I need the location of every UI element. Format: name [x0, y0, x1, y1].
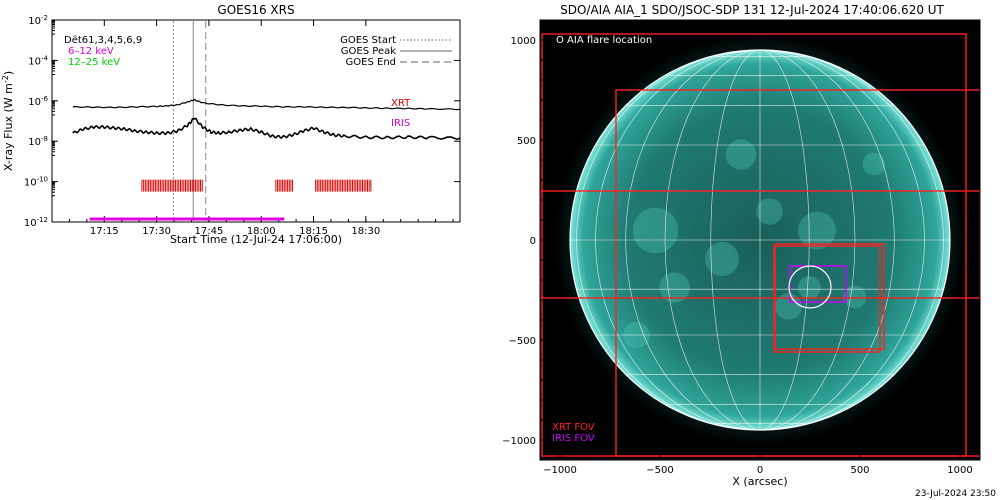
- goes-legend-right: GOES Start GOES Peak GOES End: [340, 35, 452, 68]
- aia-x-tick-label: −1000: [543, 465, 577, 476]
- goes-x-axis-label: Start Time (12-Jul-24 17:06:00): [170, 233, 342, 246]
- solar-limb: [569, 49, 951, 431]
- goes-y-tick-label: 10-12: [24, 216, 48, 229]
- aia-y-tick-label: 0: [530, 236, 536, 247]
- goes-y-tick-exponent: -6: [41, 95, 49, 103]
- goes-y-tick-base: 10: [24, 178, 37, 189]
- aia-x-tick-label: 0: [757, 465, 763, 476]
- longitude-line: [759, 49, 856, 431]
- goes-y-tick-base: 10: [24, 218, 37, 229]
- longitude-line: [759, 49, 895, 431]
- heliographic-grid: [570, 49, 950, 431]
- legend-6-12kev-label: 6–12 keV: [68, 46, 114, 57]
- goes-title: GOES16 XRS: [217, 3, 294, 17]
- goes-y-tick-exponent: -10: [37, 176, 48, 184]
- active-region-blob: [725, 139, 757, 170]
- goes-y-tick-exponent: -2: [41, 14, 48, 22]
- active-region-blob: [775, 293, 802, 320]
- xrt-fov-box: [774, 243, 885, 350]
- goes-y-tick-label: 10-2: [28, 14, 48, 27]
- longitude-line: [759, 49, 925, 431]
- goes-x-tick-label: 17:30: [142, 226, 171, 237]
- goes-x-tick-label: 18:30: [351, 226, 380, 237]
- active-region-blob: [862, 152, 886, 176]
- aia-y-tick-label: 1000: [511, 36, 536, 47]
- aia-y-ticks: 1000 500 0 −500 −1000: [502, 36, 546, 447]
- goes-x-tick-label: 18:15: [299, 226, 328, 237]
- flare-legend-label: O AIA flare location: [556, 35, 652, 46]
- aia-y-tick-label: −1000: [502, 436, 536, 447]
- longitude-line: [576, 49, 761, 431]
- aia-x-axis-label: X (arcsec): [732, 475, 787, 488]
- goes-y-tick-label: 10-10: [24, 176, 48, 189]
- aia-title: SDO/AIA AIA_1 SDO/JSOC-SDP 131 12-Jul-20…: [560, 3, 944, 17]
- footer-timestamp: 23-Jul-2024 23:50: [915, 489, 996, 499]
- xrt-fov-legend-label: XRT FOV: [552, 422, 595, 433]
- goes-y-tick-base: 10: [28, 137, 41, 148]
- longitude-line: [664, 49, 761, 431]
- legend-12-25kev-label: 12–25 keV: [68, 57, 120, 68]
- aia-panel: SDO/AIA AIA_1 SDO/JSOC-SDP 131 12-Jul-20…: [502, 3, 981, 488]
- xrt-fov-box: [615, 89, 980, 457]
- goes-short-channel-line: [72, 117, 461, 141]
- active-region-blob: [756, 198, 783, 225]
- goes-x-tick-label: 17:45: [195, 226, 224, 237]
- goes-long-channel-line: [72, 98, 461, 111]
- goes-y-tick-base: 10: [28, 16, 41, 27]
- goes-y-tick-label: 10-6: [28, 95, 48, 108]
- xrt-observation-ticks: [141, 179, 372, 192]
- legend-goes-end-label: GOES End: [346, 57, 396, 68]
- aia-x-tick-label: 500: [850, 465, 869, 476]
- iris-fov-box: [789, 265, 847, 303]
- goes-y-tick-exponent: -4: [41, 54, 49, 62]
- goes-plot-frame: [51, 19, 461, 223]
- active-region-blob: [843, 285, 867, 309]
- longitude-line: [759, 49, 944, 431]
- legend-detector-label: Dët61,3,4,5,6,9: [64, 35, 142, 46]
- goes-y-tick-base: 10: [28, 56, 41, 67]
- legend-goes-peak-label: GOES Peak: [341, 46, 396, 57]
- xrt-fov-box: [773, 245, 881, 353]
- aia-y-tick-label: 500: [517, 136, 536, 147]
- xrt-instrument-label: XRT: [391, 98, 411, 109]
- goes-y-tick-exponent: -12: [37, 216, 48, 224]
- goes-x-tick-label: 18:00: [247, 226, 276, 237]
- aia-x-tick-label: −500: [646, 465, 673, 476]
- xrt-fov-box: [540, 190, 980, 299]
- goes-y-tick-exponent: -8: [41, 135, 48, 143]
- aia-x-tick-label: 1000: [947, 465, 972, 476]
- iris-instrument-label: IRIS: [391, 118, 410, 129]
- aia-y-tick-label: −500: [509, 336, 536, 347]
- goes-y-tick-label: 10-4: [28, 54, 48, 67]
- goes-y-tick-label: 10-8: [28, 135, 48, 148]
- longitude-line: [710, 49, 761, 431]
- goes-x-tick-label: 17:15: [90, 226, 119, 237]
- longitude-line: [625, 49, 761, 431]
- goes-legend-left: Dët61,3,4,5,6,9 6–12 keV 12–25 keV: [64, 35, 142, 68]
- active-region-blob: [632, 207, 679, 254]
- iris-fov-legend-label: IRIS FOV: [552, 433, 595, 444]
- goes-y-tick-base: 10: [28, 97, 41, 108]
- longitude-line: [759, 49, 810, 431]
- aia-x-ticks: −1000 −500 0 500 1000: [543, 454, 973, 476]
- active-region-blob: [798, 276, 821, 299]
- xrt-fov-boxes: [540, 33, 980, 457]
- longitude-line: [595, 49, 761, 431]
- flare-location-marker: [788, 265, 832, 309]
- active-region-blob: [704, 241, 740, 277]
- goes-y-axis-label: X-ray Flux (W m-2): [1, 71, 15, 171]
- legend-goes-start-label: GOES Start: [340, 35, 396, 46]
